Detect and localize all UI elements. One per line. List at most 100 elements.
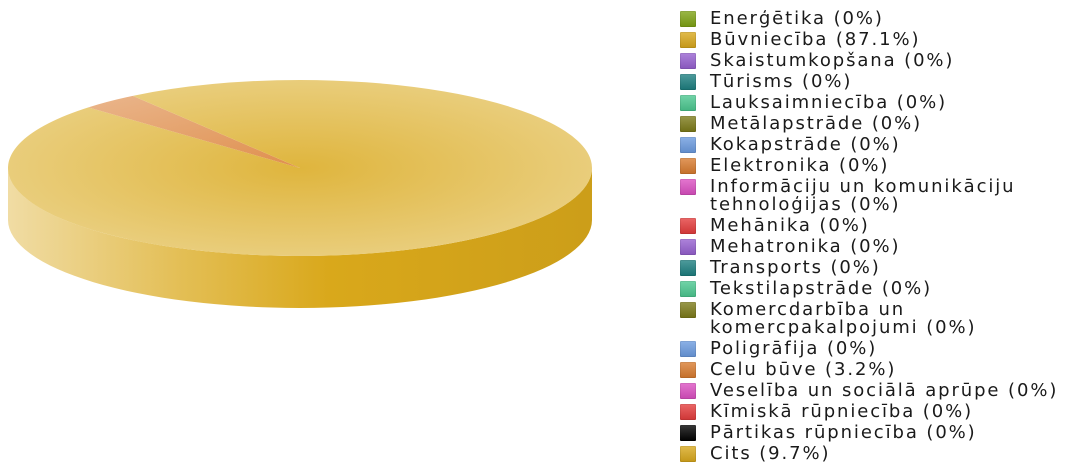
legend-text: Tūrisms0: [710, 71, 1068, 92]
legend-value: 0: [889, 92, 947, 113]
legend-label: Tūrisms: [710, 71, 795, 92]
pie-tops: [8, 80, 593, 256]
legend-item: Mehānika0: [680, 215, 1070, 236]
legend-swatch: [680, 404, 696, 420]
legend-text: Transports0: [710, 257, 1068, 278]
legend-swatch: [680, 446, 696, 462]
legend-swatch: [680, 95, 696, 111]
legend-text: Cits9.7: [710, 443, 1068, 464]
legend-value: 0: [823, 257, 881, 278]
legend-swatch: [680, 74, 696, 90]
legend-text: Metālapstrāde0: [710, 113, 1068, 134]
legend-label: Elektronika: [710, 155, 832, 176]
legend-swatch: [680, 218, 696, 234]
legend-swatch: [680, 179, 696, 195]
legend-label: Enerģētika: [710, 8, 826, 29]
legend-text: Poligrāfija0: [710, 338, 1068, 359]
legend-swatch: [680, 239, 696, 255]
legend-value: 9.7: [752, 443, 831, 464]
legend-value: 0: [794, 71, 852, 92]
legend-swatch: [680, 32, 696, 48]
legend-swatch: [680, 341, 696, 357]
legend-text: Lauksaimniecība0: [710, 92, 1068, 113]
pie-slice-side: [8, 168, 592, 308]
legend-item: Lauksaimniecība0: [680, 92, 1070, 113]
legend-label: Lauksaimniecība: [710, 92, 890, 113]
legend-swatch: [680, 260, 696, 276]
legend-item: Veselība un sociālā aprūpe0: [680, 380, 1070, 401]
legend-label: Kīmiskā rūpniecība: [710, 401, 916, 422]
legend-swatch: [680, 302, 696, 318]
legend-text: Elektronika0: [710, 155, 1068, 176]
legend-item: Tekstilapstrāde0: [680, 278, 1070, 299]
legend-item: Kīmiskā rūpniecība0: [680, 401, 1070, 422]
legend-swatch: [680, 425, 696, 441]
legend-label: Veselība un sociālā aprūpe: [710, 380, 1001, 401]
legend-value: 0: [919, 422, 977, 443]
legend-label: Poligrāfija: [710, 338, 820, 359]
legend-item: Celu būve3.2: [680, 359, 1070, 380]
legend-swatch: [680, 11, 696, 27]
pie-slice: [8, 80, 593, 256]
pie-slice: [88, 95, 301, 168]
legend-text: Kīmiskā rūpniecība0: [710, 401, 1068, 422]
legend-item: Cits9.7: [680, 443, 1070, 464]
legend-value: 0: [915, 401, 973, 422]
legend-label: Cits: [710, 443, 752, 464]
legend-label: Skaistumkopšana: [710, 50, 897, 71]
legend-value: 0: [831, 155, 889, 176]
legend-value: 0: [812, 215, 870, 236]
legend-label: Mehānika: [710, 215, 812, 236]
legend-swatch: [680, 158, 696, 174]
legend-value: 87.1: [828, 29, 920, 50]
legend-text: Komercdarbība un komercpakalpojumi0: [710, 299, 1068, 339]
legend-label: Celu būve: [710, 359, 818, 380]
legend-value: 0: [919, 317, 977, 338]
legend-text: Enerģētika0: [710, 8, 1068, 29]
legend-label: Transports: [710, 257, 823, 278]
legend-value: 0: [864, 113, 922, 134]
legend-label: Tekstilapstrāde: [710, 278, 875, 299]
legend-label: Metālapstrāde: [710, 113, 865, 134]
legend-item: Kokapstrāde0: [680, 134, 1070, 155]
legend-item: Pārtikas rūpniecība0: [680, 422, 1070, 443]
legend-text: Kokapstrāde0: [710, 134, 1068, 155]
pie-slice: [132, 80, 300, 168]
pie-sides: [8, 168, 592, 308]
legend-label: Mehatronika: [710, 236, 843, 257]
legend-text: Informāciju un komunikāciju tehnoloģijas…: [710, 176, 1068, 216]
legend: Enerģētika0Būvniecība87.1Skaistumkopšana…: [680, 8, 1070, 464]
legend-swatch: [680, 53, 696, 69]
legend-value: 0: [843, 194, 901, 215]
legend-swatch: [680, 137, 696, 153]
legend-label: Būvniecība: [710, 29, 829, 50]
legend-value: 3.2: [817, 359, 896, 380]
legend-text: Veselība un sociālā aprūpe0: [710, 380, 1068, 401]
legend-item: Informāciju un komunikāciju tehnoloģijas…: [680, 176, 1070, 216]
legend-label: Informāciju un komunikāciju tehnoloģijas: [710, 176, 1016, 215]
legend-label: Kokapstrāde: [710, 134, 843, 155]
legend-value: 0: [826, 8, 884, 29]
legend-text: Celu būve3.2: [710, 359, 1068, 380]
legend-text: Mehatronika0: [710, 236, 1068, 257]
legend-item: Skaistumkopšana0: [680, 50, 1070, 71]
legend-value: 0: [897, 50, 955, 71]
legend-text: Mehānika0: [710, 215, 1068, 236]
legend-swatch: [680, 362, 696, 378]
legend-swatch: [680, 383, 696, 399]
legend-item: Komercdarbība un komercpakalpojumi0: [680, 299, 1070, 339]
legend-swatch: [680, 116, 696, 132]
pie-chart: [8, 80, 593, 308]
legend-value: 0: [1000, 380, 1058, 401]
legend-item: Transports0: [680, 257, 1070, 278]
legend-text: Tekstilapstrāde0: [710, 278, 1068, 299]
legend-item: Mehatronika0: [680, 236, 1070, 257]
legend-item: Elektronika0: [680, 155, 1070, 176]
legend-label: Komercdarbība un komercpakalpojumi: [710, 299, 919, 338]
legend-item: Enerģētika0: [680, 8, 1070, 29]
legend-label: Pārtikas rūpniecība: [710, 422, 919, 443]
legend-value: 0: [874, 278, 932, 299]
legend-text: Būvniecība87.1: [710, 29, 1068, 50]
legend-value: 0: [843, 134, 901, 155]
